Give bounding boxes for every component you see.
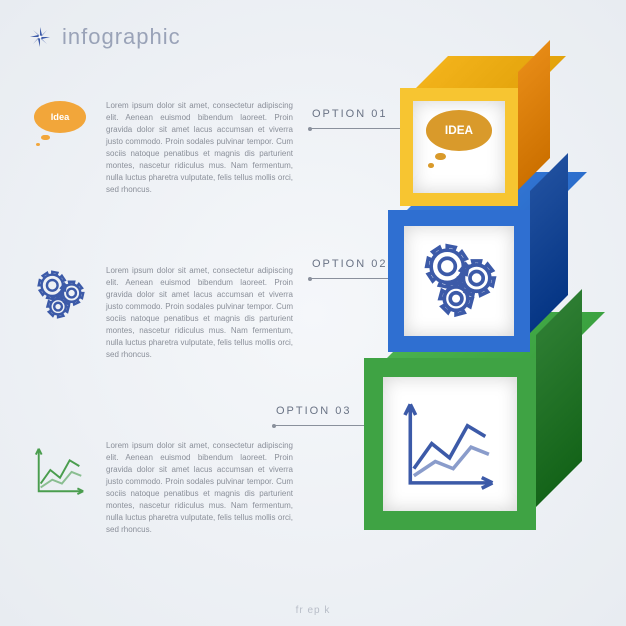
header: infographic	[28, 24, 181, 50]
idea-icon: IDEA	[426, 110, 492, 150]
info-block-text: Lorem ipsum dolor sit amet, consectetur …	[106, 265, 293, 361]
cube-1: IDEA	[400, 88, 518, 206]
cube-front-face: IDEA	[400, 88, 518, 206]
option-label-2: OPTION 02	[312, 258, 387, 270]
chart-icon	[31, 441, 89, 499]
idea-icon: Idea	[34, 101, 86, 133]
cube-front-face	[388, 210, 530, 352]
info-block-2: Lorem ipsum dolor sit amet, consectetur …	[28, 265, 293, 361]
info-block-3: Lorem ipsum dolor sit amet, consectetur …	[28, 440, 293, 536]
chart-icon	[28, 440, 92, 500]
gears-icon	[31, 266, 89, 324]
info-block-1: Idea Lorem ipsum dolor sit amet, consecte…	[28, 100, 293, 196]
gears-icon	[28, 265, 92, 325]
watermark: fr ep k	[296, 605, 331, 616]
option-label-1: OPTION 01	[312, 108, 387, 120]
idea-icon: Idea	[28, 100, 92, 160]
info-block-text: Lorem ipsum dolor sit amet, consectetur …	[106, 100, 293, 196]
page-title: infographic	[62, 24, 181, 50]
chart-icon	[396, 390, 503, 497]
pinwheel-icon	[28, 25, 52, 49]
cube-3	[364, 358, 536, 530]
gears-icon	[415, 237, 503, 325]
info-block-text: Lorem ipsum dolor sit amet, consectetur …	[106, 440, 293, 536]
option-label-3: OPTION 03	[276, 405, 351, 417]
cube-front-face	[364, 358, 536, 530]
cube-2	[388, 210, 530, 352]
